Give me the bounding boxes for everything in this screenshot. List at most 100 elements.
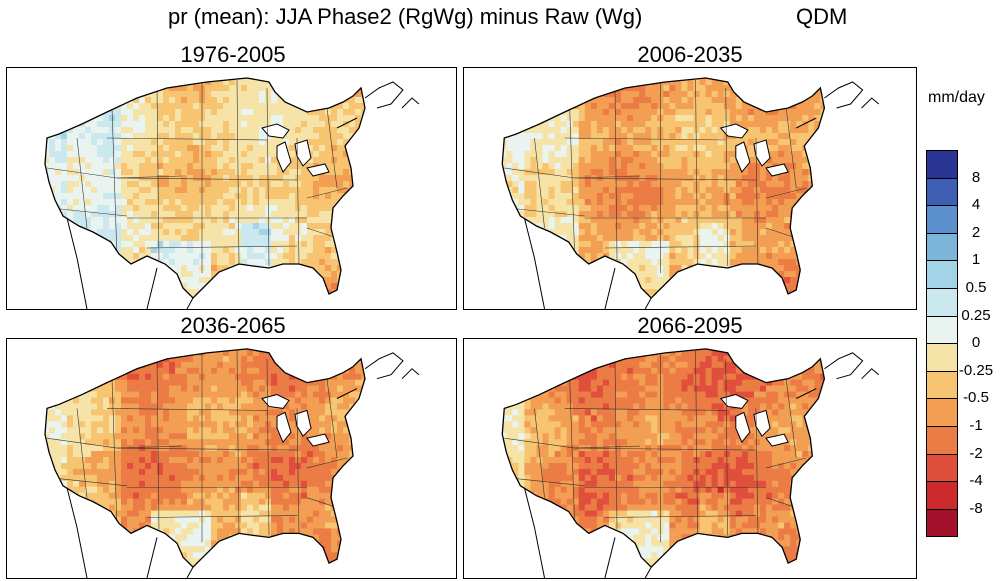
neighbor-coastline xyxy=(523,81,880,309)
colorbar-tick-label: 0 xyxy=(971,334,981,352)
colorbar-swatch xyxy=(926,232,958,261)
neighbor-coastline xyxy=(523,352,880,578)
state-boundary xyxy=(146,245,298,249)
state-boundary xyxy=(785,107,797,189)
state-boundary xyxy=(765,457,807,469)
neighbor-coastline xyxy=(66,81,420,309)
state-boundary xyxy=(765,227,797,239)
state-boundary xyxy=(146,515,298,518)
state-boundary xyxy=(614,87,618,261)
state-boundary xyxy=(76,408,88,498)
state-boundary xyxy=(574,177,756,181)
state-boundary xyxy=(574,447,756,451)
great-lakes xyxy=(261,394,330,447)
state-boundary xyxy=(116,447,298,451)
colorbar-swatch xyxy=(926,343,958,371)
state-boundary xyxy=(534,408,545,498)
us-coastline xyxy=(44,348,366,569)
us-coastline xyxy=(501,348,826,569)
state-boundary xyxy=(296,137,300,265)
panel-title-4: 2066-2095 xyxy=(637,313,743,338)
precip-field xyxy=(45,348,365,568)
state-boundary xyxy=(266,87,270,267)
colorbar-swatch xyxy=(926,150,958,178)
state-boundary xyxy=(765,497,797,508)
state-boundary xyxy=(569,378,576,528)
state-boundary xyxy=(508,477,585,487)
state-boundary xyxy=(306,497,338,508)
colorbar-tick-label: -4 xyxy=(969,472,983,490)
state-boundary xyxy=(296,408,300,534)
colorbar-swatch xyxy=(926,177,958,206)
state-boundary xyxy=(50,207,128,217)
state-boundary xyxy=(765,187,807,199)
state-boundary xyxy=(534,137,545,229)
state-boundary xyxy=(266,358,270,536)
precip-field xyxy=(502,348,825,568)
great-lakes xyxy=(719,394,789,447)
neighbor-coastline xyxy=(66,352,420,578)
state-boundary xyxy=(695,350,698,536)
colorbar-tick-label: 4 xyxy=(971,196,981,214)
state-boundary xyxy=(306,457,348,469)
great-lakes xyxy=(261,123,330,177)
state-boundary xyxy=(326,378,338,459)
state-boundary xyxy=(725,87,729,267)
colorbar-swatch xyxy=(926,398,958,426)
precip-field xyxy=(45,78,365,298)
figure-method-label: QDM xyxy=(796,4,848,29)
state-boundary xyxy=(156,358,160,530)
colorbar-tick-label: 0.5 xyxy=(965,279,987,296)
colorbar-units: mm/day xyxy=(928,89,985,106)
state-boundary xyxy=(725,358,729,536)
state-boundary xyxy=(46,437,183,449)
state-boundary xyxy=(604,245,756,249)
colorbar-tick-label: 0.25 xyxy=(961,306,991,324)
colorbar-tick-label: 2 xyxy=(971,223,981,241)
state-boundary xyxy=(755,137,759,265)
state-boundary xyxy=(156,87,160,261)
map-panel-2006-2035 xyxy=(463,67,917,310)
state-boundary xyxy=(50,477,128,487)
colorbar-tick-label: -8 xyxy=(969,499,983,517)
state-boundary xyxy=(326,107,338,189)
state-boundary xyxy=(236,79,240,267)
us-precip-map-1 xyxy=(44,77,420,309)
state-boundary xyxy=(76,137,88,229)
state-boundary xyxy=(306,227,338,239)
colorbar-tick-label: -2 xyxy=(969,444,983,462)
colorbar-swatch xyxy=(926,260,958,288)
colorbar-swatch xyxy=(926,425,958,454)
colorbar-tick-label: -1 xyxy=(969,417,983,434)
panel-title-1: 1976-2005 xyxy=(180,42,286,67)
colorbar-swatch xyxy=(926,287,958,316)
state-boundary xyxy=(604,515,756,518)
state-boundary xyxy=(755,408,759,534)
state-boundary xyxy=(236,350,240,536)
us-precip-map-3 xyxy=(44,348,420,578)
state-boundary xyxy=(569,107,576,259)
map-panel-1976-2005 xyxy=(6,67,457,310)
great-lakes xyxy=(719,123,789,177)
us-coastline xyxy=(44,77,366,299)
state-boundary xyxy=(785,378,797,459)
colorbar-swatch xyxy=(926,508,958,538)
colorbar-swatch xyxy=(926,453,958,482)
state-boundary xyxy=(508,207,585,217)
colorbar-swatch xyxy=(926,370,958,399)
figure-main-title: pr (mean): JJA Phase2 (RgWg) minus Raw (… xyxy=(168,4,643,29)
state-boundary xyxy=(106,137,268,141)
state-boundary xyxy=(695,79,698,267)
state-boundary xyxy=(564,408,726,411)
state-boundary xyxy=(614,358,618,530)
colorbar-tick-label: 8 xyxy=(971,168,981,186)
colorbar-tick-label: 1 xyxy=(971,251,981,269)
colorbar xyxy=(926,150,958,538)
colorbar-swatch xyxy=(926,481,958,509)
state-boundary xyxy=(306,187,348,199)
colorbar-swatch xyxy=(926,315,958,344)
state-boundary xyxy=(564,137,726,141)
colorbar-tick-label: -0.25 xyxy=(958,361,994,379)
state-boundary xyxy=(116,177,298,181)
map-panel-2066-2095 xyxy=(463,338,917,579)
